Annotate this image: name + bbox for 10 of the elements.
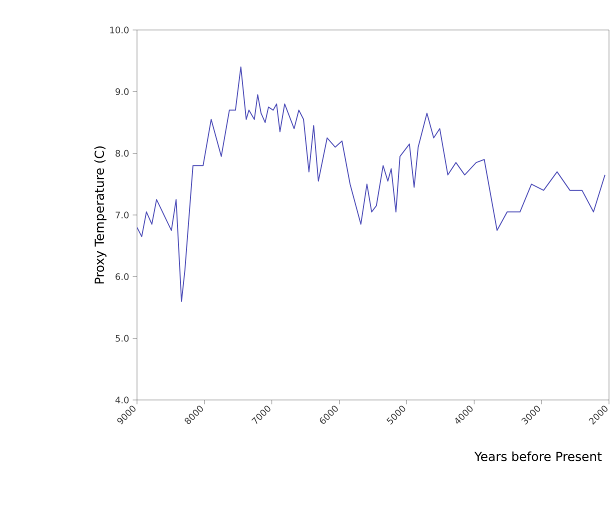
y-tick-label: 9.0 bbox=[116, 88, 129, 96]
y-tick-label: 4.0 bbox=[115, 396, 129, 404]
x-axis-title: Years before Present bbox=[474, 451, 602, 462]
y-tick-label: 6.0 bbox=[116, 273, 129, 280]
y-tick-label: 10.0 bbox=[110, 26, 129, 34]
y-tick-label: 8.0 bbox=[116, 150, 129, 157]
line-series bbox=[137, 66, 606, 302]
y-tick-label: 5.0 bbox=[116, 334, 129, 342]
y-axis-title: Proxy Temperature (C) bbox=[94, 146, 106, 284]
y-tick-label: 7.0 bbox=[116, 212, 129, 218]
